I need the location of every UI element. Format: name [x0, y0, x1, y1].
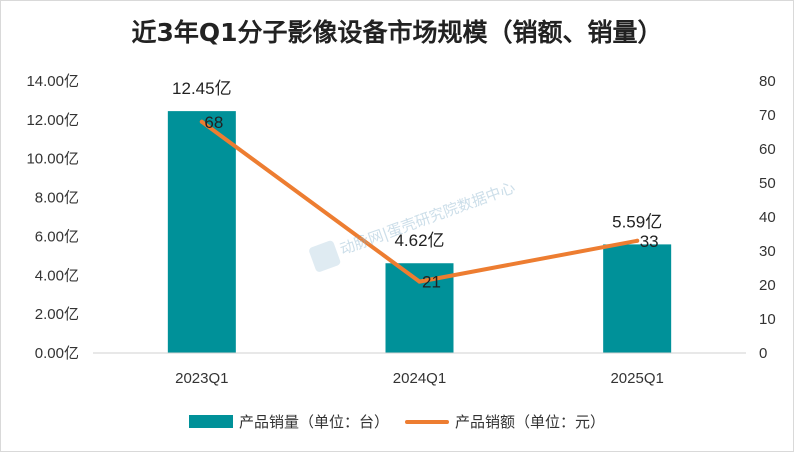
right-tick-label: 40 [759, 209, 776, 226]
bar-value-label: 12.45亿 [172, 79, 232, 98]
x-tick-label: 2023Q1 [175, 370, 228, 387]
left-tick-label: 2.00亿 [35, 306, 79, 323]
right-tick-label: 60 [759, 141, 776, 158]
line-point [417, 279, 422, 284]
left-tick-label: 8.00亿 [35, 190, 79, 207]
left-tick-label: 6.00亿 [35, 228, 79, 245]
line-point [199, 119, 204, 124]
line-value-label: 33 [640, 232, 659, 251]
bar [603, 244, 672, 353]
legend-item-line: 产品销额（单位：元） [405, 411, 605, 432]
right-tick-label: 30 [759, 243, 776, 260]
left-tick-label: 0.00亿 [35, 345, 79, 362]
legend-item-bar: 产品销量（单位：台） [188, 411, 389, 432]
legend-swatch-bar [188, 415, 233, 428]
bar [167, 111, 236, 353]
legend-label-bar: 产品销量（单位：台） [238, 413, 389, 431]
right-tick-label: 50 [759, 175, 776, 192]
bar-value-label: 4.62亿 [394, 231, 444, 250]
right-axis: 0 10 20 30 40 50 60 70 80 [759, 73, 776, 362]
left-tick-label: 10.00亿 [26, 151, 79, 168]
right-tick-label: 80 [759, 73, 776, 90]
line-point [635, 238, 640, 243]
line-value-label: 68 [204, 113, 223, 132]
legend: 产品销量（单位：台） 产品销额（单位：元） [1, 411, 793, 432]
bar-series [167, 111, 672, 353]
data-labels: 12.45亿 4.62亿 5.59亿 68 21 33 [172, 79, 662, 291]
legend-label-line: 产品销额（单位：元） [455, 413, 606, 431]
left-tick-label: 4.00亿 [35, 267, 79, 284]
left-tick-label: 12.00亿 [26, 112, 79, 129]
legend-swatch-line [405, 419, 449, 424]
right-tick-label: 0 [759, 345, 767, 362]
right-tick-label: 70 [759, 107, 776, 124]
series-line [199, 119, 640, 284]
bar-value-label: 5.59亿 [612, 212, 662, 231]
right-tick-label: 10 [759, 311, 776, 328]
x-tick-label: 2024Q1 [393, 370, 446, 387]
x-tick-label: 2025Q1 [610, 370, 663, 387]
line-value-label: 21 [422, 273, 441, 292]
right-tick-label: 20 [759, 277, 776, 294]
x-axis: 2023Q1 2024Q1 2025Q1 [175, 370, 664, 387]
chart-plot: 0.00亿 2.00亿 4.00亿 6.00亿 8.00亿 10.00亿 12.00亿 14.… [26, 73, 776, 387]
chart-title: 近3年Q1分子影像设备市场规模（销额、销量） [131, 18, 663, 47]
line-series [199, 119, 640, 284]
left-axis: 0.00亿 2.00亿 4.00亿 6.00亿 8.00亿 10.00亿 12.00亿 14.… [26, 73, 79, 362]
left-tick-label: 14.00亿 [26, 73, 79, 90]
